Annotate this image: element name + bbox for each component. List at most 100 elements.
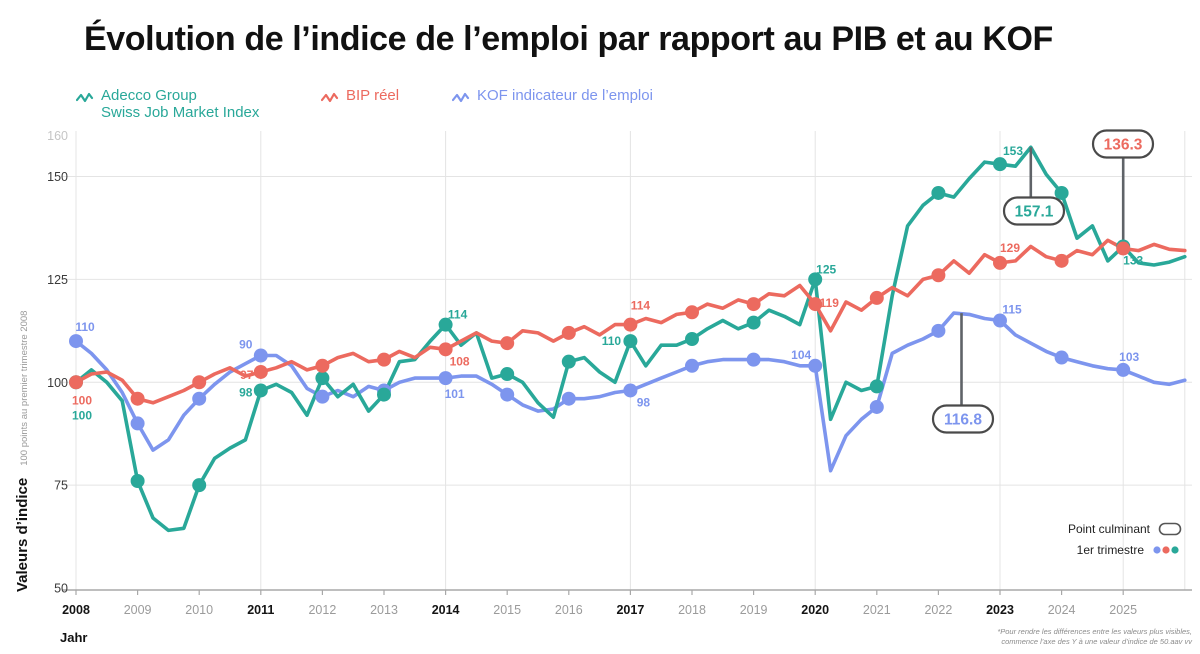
value-label-kof-2023: 115 bbox=[1002, 303, 1022, 317]
x-tick-label: 2012 bbox=[308, 603, 336, 617]
legend-item-adecco: Adecco Group Swiss Job Market Index bbox=[76, 87, 260, 122]
callout-value: 157.1 bbox=[1015, 204, 1054, 221]
x-tick-label: 2020 bbox=[801, 603, 829, 617]
footnote-line1: *Pour rendre les différences entre les v… bbox=[997, 627, 1192, 636]
legend-label-kof: KOF indicateur de l’emploi bbox=[477, 87, 653, 104]
q1-legend-label: 1er trimestre bbox=[1076, 543, 1144, 557]
value-label-kof-2014: 101 bbox=[445, 387, 465, 401]
x-tick-label: 2016 bbox=[555, 603, 583, 617]
value-label-kof-2011: 90 bbox=[239, 338, 253, 352]
callout-box bbox=[931, 404, 995, 434]
value-label-adecco-2025: 133 bbox=[1123, 253, 1143, 267]
q1-dot-adecco-2017 bbox=[623, 334, 638, 349]
legend-label-adecco-line1: Adecco Group bbox=[101, 87, 197, 104]
y-tick-label: 160 bbox=[47, 129, 68, 143]
x-tick-label: 2024 bbox=[1048, 603, 1076, 617]
callout-box bbox=[1002, 196, 1066, 226]
value-label-bip-2011: 97 bbox=[240, 368, 254, 382]
x-tick-label: 2013 bbox=[370, 603, 398, 617]
q1-dot-kof-2021 bbox=[869, 399, 884, 414]
footnote-line2: commence l’axe des Y à une valeur d’indi… bbox=[1001, 637, 1192, 647]
value-label-bip-2020: 119 bbox=[820, 296, 840, 310]
q1-dot-kof-2009 bbox=[130, 416, 145, 431]
q1-dot-bip-2016 bbox=[561, 325, 576, 340]
q1-dot-adecco-2024 bbox=[1054, 185, 1069, 200]
q1-dot-adecco-2012 bbox=[315, 371, 330, 386]
peak-pill-icon bbox=[1158, 522, 1182, 536]
q1-dot-adecco-2009 bbox=[130, 474, 145, 489]
q1-dot-adecco-2011 bbox=[253, 383, 268, 398]
bip-line-icon bbox=[321, 92, 339, 103]
q1-dot-adecco-2023 bbox=[993, 157, 1007, 172]
y-tick-label: 75 bbox=[54, 479, 68, 493]
value-label-bip-2014: 108 bbox=[450, 354, 470, 368]
legend-label-adecco-line2: Swiss Job Market Index bbox=[101, 103, 260, 121]
callout-box bbox=[1091, 129, 1155, 159]
adecco-line-icon bbox=[76, 92, 94, 103]
footnote: *Pour rendre les différences entre les v… bbox=[792, 627, 1192, 647]
q1-dot-kof-2017 bbox=[623, 383, 638, 398]
q1-dot-kof-2018 bbox=[685, 358, 699, 373]
q1-dot-kof-2023 bbox=[993, 313, 1007, 328]
bottom-right-legend: Point culminant 1er trimestre bbox=[1020, 522, 1182, 564]
x-axis-title: Jahr bbox=[60, 630, 88, 645]
x-tick-label: 2010 bbox=[185, 603, 213, 617]
value-label-adecco-2008: 100 bbox=[72, 408, 92, 422]
q1-dot-kof-2012 bbox=[315, 389, 330, 404]
callout-value: 116.8 bbox=[944, 412, 982, 429]
q1-dot-adecco-2018 bbox=[685, 332, 699, 347]
q1-dot-adecco-2010 bbox=[192, 478, 207, 493]
q1-dot-adecco-2015 bbox=[500, 367, 515, 382]
value-label-kof-2020: 104 bbox=[791, 348, 811, 362]
q1-dot-kof-2019 bbox=[746, 352, 761, 367]
q1-dot-bip-2009 bbox=[130, 391, 145, 406]
q1-dot-adecco-2020 bbox=[808, 272, 823, 287]
peak-legend-label: Point culminant bbox=[1067, 522, 1150, 536]
q1-dot-bip-2023 bbox=[993, 255, 1007, 270]
y-tick-label: 50 bbox=[54, 582, 68, 596]
peak-legend-row: Point culminant bbox=[1020, 522, 1182, 536]
y-tick-label: 150 bbox=[47, 170, 68, 184]
callout-value: 136.3 bbox=[1104, 137, 1143, 154]
value-label-bip-2008: 100 bbox=[72, 393, 92, 407]
q1-dot-kof-2014 bbox=[438, 371, 453, 386]
legend-label-bip: BIP réel bbox=[346, 87, 400, 104]
x-tick-label: 2018 bbox=[678, 603, 706, 617]
q1-dot-bip-2019 bbox=[746, 297, 761, 312]
q1-legend-row: 1er trimestre bbox=[1020, 543, 1182, 557]
q1-dot-bip-2017 bbox=[623, 317, 638, 332]
value-label-kof-2025: 103 bbox=[1119, 350, 1139, 364]
value-label-adecco-2017: 110 bbox=[602, 334, 622, 348]
q1-dot-bip-2025 bbox=[1116, 241, 1131, 256]
x-tick-label: 2015 bbox=[493, 603, 521, 617]
x-tick-label: 2008 bbox=[62, 603, 90, 617]
q1-dot-bip-2012 bbox=[315, 358, 330, 373]
q1-dot-kof-2020 bbox=[808, 358, 823, 373]
q1-dot-adecco-2013 bbox=[377, 387, 391, 402]
x-tick-label: 2021 bbox=[863, 603, 891, 617]
q1-dots-icon bbox=[1153, 546, 1179, 554]
q1-dot-bip-2014 bbox=[438, 342, 453, 357]
value-label-kof-2017: 98 bbox=[637, 395, 651, 409]
value-label-kof-2008: 110 bbox=[75, 320, 95, 334]
q1-dot-adecco-2022 bbox=[931, 185, 946, 200]
value-label-bip-2023: 129 bbox=[1000, 241, 1020, 255]
q1-dot-bip-2024 bbox=[1054, 253, 1069, 268]
q1-dot-adecco-2016 bbox=[561, 354, 576, 369]
x-tick-label: 2019 bbox=[740, 603, 768, 617]
q1-dot-kof-2011 bbox=[253, 348, 268, 363]
y-axis-title-sub: 100 points au premier trimestre 2008 bbox=[19, 310, 30, 466]
legend-item-bip: BIP réel bbox=[321, 87, 400, 105]
q1-dot-bip-2020 bbox=[808, 297, 823, 312]
q1-dot-bip-2022 bbox=[931, 268, 946, 283]
q1-dot-bip-2010 bbox=[192, 375, 207, 390]
y-tick-label: 125 bbox=[47, 273, 68, 287]
q1-dot-adecco-2014 bbox=[438, 317, 453, 332]
q1-dot-kof-2015 bbox=[500, 387, 515, 402]
x-tick-label: 2023 bbox=[986, 603, 1014, 617]
q1-dot-bip-2015 bbox=[500, 336, 515, 351]
q1-dot-kof-2022 bbox=[931, 323, 946, 338]
q1-dot-adecco-2019 bbox=[746, 315, 761, 330]
page-title: Évolution de l’indice de l’emploi par ra… bbox=[84, 20, 1053, 58]
